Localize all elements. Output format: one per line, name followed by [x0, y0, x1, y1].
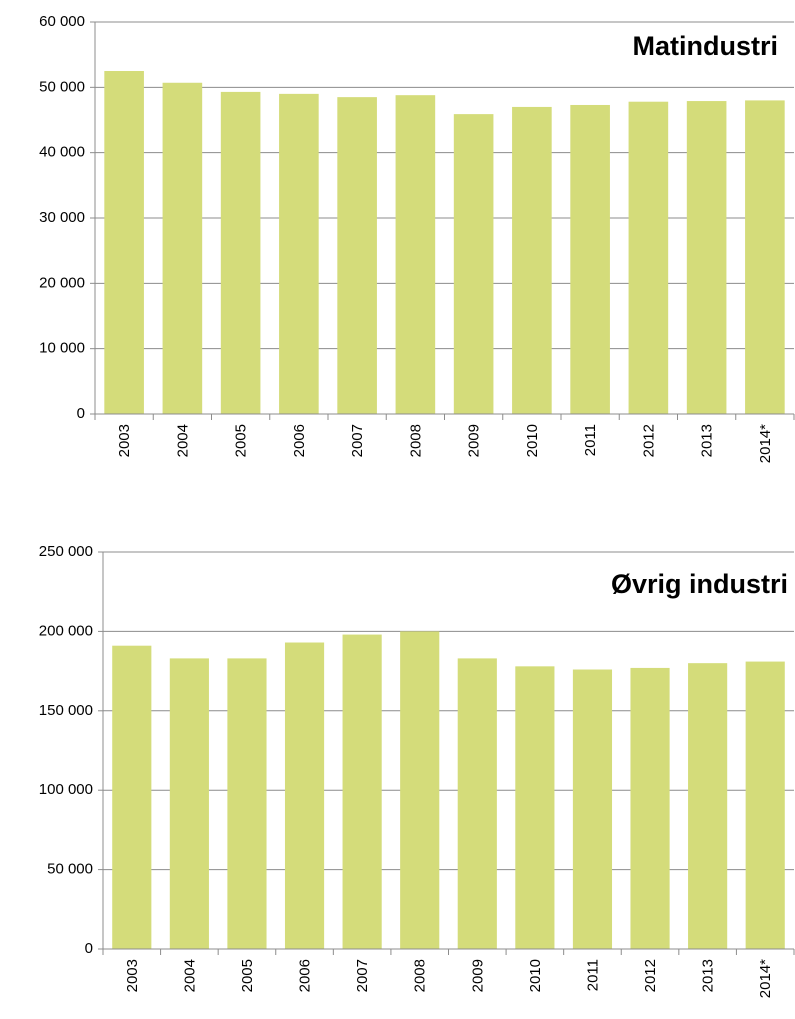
- bar: [515, 666, 555, 949]
- bar: [395, 95, 436, 414]
- y-tick-label: 10 000: [39, 340, 85, 357]
- bar: [688, 663, 728, 949]
- bar: [512, 106, 552, 414]
- bar: [745, 100, 785, 415]
- bar: [104, 71, 144, 414]
- x-tick-label: 2010: [524, 424, 541, 457]
- chart-title: Matindustri: [633, 31, 779, 61]
- x-tick-label: 2005: [233, 424, 250, 457]
- bar: [400, 631, 440, 949]
- x-tick-label: 2007: [354, 959, 371, 992]
- y-tick-label: 0: [77, 405, 85, 422]
- y-tick-label: 250 000: [39, 543, 93, 560]
- bar: [342, 634, 382, 949]
- bar: [745, 661, 785, 949]
- x-tick-label: 2004: [181, 959, 198, 992]
- x-tick-label: 2005: [239, 959, 256, 992]
- chart-title: Øvrig industri: [611, 569, 788, 599]
- x-tick-label: 2008: [407, 424, 424, 457]
- y-tick-label: 40 000: [39, 144, 85, 161]
- y-tick-label: 60 000: [39, 13, 85, 30]
- y-tick-label: 150 000: [39, 702, 93, 719]
- bar: [453, 114, 494, 415]
- bar: [628, 101, 669, 414]
- x-tick-label: 2006: [297, 959, 314, 992]
- x-tick-label: 2012: [640, 424, 657, 457]
- y-tick-label: 100 000: [39, 781, 93, 798]
- x-tick-label: 2011: [582, 424, 599, 456]
- bar: [686, 101, 727, 414]
- x-tick-label: 2013: [699, 424, 716, 457]
- bar: [279, 93, 319, 414]
- bar: [457, 658, 497, 949]
- y-tick-label: 30 000: [39, 209, 85, 226]
- x-tick-label: 2014*: [757, 959, 774, 998]
- bar: [169, 658, 209, 949]
- x-tick-label: 2009: [466, 424, 483, 457]
- x-tick-label: 2007: [349, 424, 366, 457]
- y-tick-label: 50 000: [39, 78, 85, 95]
- x-tick-label: 2004: [174, 424, 191, 457]
- bar: [227, 658, 267, 949]
- bar: [630, 667, 670, 949]
- x-tick-label: 2014*: [757, 424, 774, 463]
- x-tick-label: 2006: [291, 424, 308, 457]
- x-tick-label: 2009: [469, 959, 486, 992]
- x-tick-label: 2013: [700, 959, 717, 992]
- y-tick-label: 0: [85, 940, 93, 957]
- bar: [337, 97, 377, 414]
- x-tick-label: 2012: [642, 959, 659, 992]
- y-tick-label: 20 000: [39, 274, 85, 291]
- y-tick-label: 200 000: [39, 622, 93, 639]
- y-tick-label: 50 000: [47, 861, 93, 878]
- bar: [570, 104, 610, 415]
- x-tick-label: 2003: [124, 959, 141, 992]
- x-tick-label: 2011: [584, 959, 601, 991]
- bar: [162, 82, 203, 414]
- bar: [284, 642, 325, 949]
- bar: [220, 91, 261, 414]
- bar: [112, 645, 152, 949]
- x-tick-label: 2003: [116, 424, 133, 457]
- x-tick-label: 2010: [527, 959, 544, 992]
- bar: [572, 669, 613, 949]
- x-tick-label: 2008: [412, 959, 429, 992]
